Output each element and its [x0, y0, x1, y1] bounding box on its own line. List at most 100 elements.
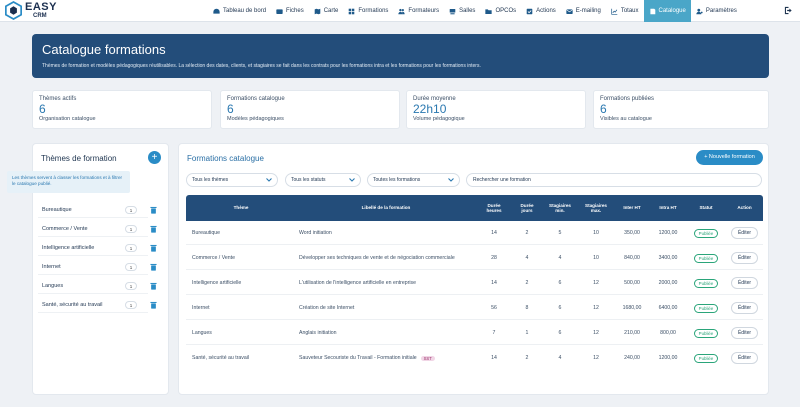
- theme-filter-select[interactable]: Tous les thèmes: [186, 173, 278, 187]
- theme-item[interactable]: Intelligence artificielle 1: [38, 241, 148, 256]
- cell-theme: Commerce / Vente: [192, 255, 235, 261]
- kpi-sub: Volume pédagogique: [413, 116, 465, 122]
- edit-button[interactable]: Éditer: [730, 302, 759, 314]
- table-row[interactable]: Commerce / Vente Développer ses techniqu…: [186, 246, 763, 270]
- cell-hours: 14: [491, 230, 497, 236]
- edit-button[interactable]: Éditer: [730, 277, 759, 289]
- cell-intra: 6400,00: [658, 305, 678, 311]
- search-input[interactable]: Rechercher une formation: [466, 173, 762, 187]
- page-title: Catalogue formations: [42, 42, 166, 57]
- logout-icon[interactable]: [784, 6, 793, 15]
- nav-salles[interactable]: Salles: [444, 0, 480, 22]
- cell-inter: 350,00: [624, 230, 640, 236]
- select-value: Tous les thèmes: [192, 177, 229, 183]
- theme-count: 1: [125, 282, 137, 290]
- theme-name: Intelligence artificielle: [42, 245, 95, 251]
- table-row[interactable]: Santé, sécurité au travail Sauveteur Sec…: [186, 346, 763, 370]
- brand-logo[interactable]: EASY CRM: [5, 1, 57, 20]
- nav-actions[interactable]: Actions: [521, 0, 561, 22]
- theme-item[interactable]: Commerce / Vente 1: [38, 222, 148, 237]
- cell-min: 6: [558, 280, 562, 286]
- column-header: Durée heures: [486, 202, 502, 214]
- catalogue-panel-title: Formations catalogue: [187, 154, 264, 163]
- nav-totaux[interactable]: Totaux: [606, 0, 644, 22]
- cell-inter: 1680,00: [622, 305, 642, 311]
- add-theme-button[interactable]: +: [148, 151, 161, 164]
- cell-theme: Langues: [192, 330, 212, 336]
- nav-label: Totaux: [620, 8, 639, 14]
- nav-label: Salles: [459, 8, 476, 14]
- kpi-card-themes-actifs: Thèmes actifs 6 Organisation catalogue: [32, 90, 212, 129]
- cell-days: 1: [525, 330, 529, 336]
- new-formation-button[interactable]: + Nouvelle formation: [696, 150, 763, 165]
- nav-fiches[interactable]: Fiches: [271, 0, 309, 22]
- status-filter-select[interactable]: Tous les statuts: [285, 173, 361, 187]
- trash-icon[interactable]: [150, 206, 157, 214]
- theme-item[interactable]: Santé, sécurité au travail 1: [38, 298, 148, 313]
- cell-action: Éditer: [726, 296, 763, 320]
- trash-icon[interactable]: [150, 282, 157, 290]
- trash-icon[interactable]: [150, 301, 157, 309]
- theme-name: Commerce / Vente: [42, 226, 88, 232]
- kpi-card-formations-catalogue: Formations catalogue 6 Modèles pédagogiq…: [220, 90, 400, 129]
- cell-status: Publiée: [686, 321, 726, 345]
- trash-icon[interactable]: [150, 225, 157, 233]
- theme-name: Santé, sécurité au travail: [42, 302, 103, 308]
- nav-carte[interactable]: Carte: [309, 0, 344, 22]
- nav-e-mailing[interactable]: E-mailing: [561, 0, 606, 22]
- nav-tableau-de-bord[interactable]: Tableau de bord: [208, 0, 271, 22]
- nav-parametres[interactable]: Paramètres: [691, 0, 742, 22]
- cell-theme: Bureautique: [192, 230, 220, 236]
- cell-days: 4: [525, 255, 529, 261]
- cell-intra: 2000,00: [658, 280, 678, 286]
- theme-count: 1: [125, 206, 137, 214]
- theme-item[interactable]: Internet 1: [38, 260, 148, 275]
- cell-inter: 240,00: [624, 355, 640, 361]
- column-header: Stagiaires min.: [549, 202, 571, 214]
- nav-formations[interactable]: Formations: [343, 0, 393, 22]
- table-row[interactable]: Internet Création de site Internet 56 8 …: [186, 296, 763, 320]
- edit-button[interactable]: Éditer: [730, 327, 759, 339]
- kpi-card-formations-publiees: Formations publiées 6 Visibles au catalo…: [593, 90, 769, 129]
- nav-label: Fiches: [286, 8, 304, 14]
- nav-opcos[interactable]: OPCOs: [480, 0, 521, 22]
- cell-action: Éditer: [726, 321, 763, 345]
- table-row[interactable]: Intelligence artificielle L'utilisation …: [186, 271, 763, 295]
- edit-button[interactable]: Éditer: [730, 227, 759, 239]
- nav-label: Formations: [358, 8, 389, 14]
- cell-intra: 3400,00: [658, 255, 678, 261]
- theme-count: 1: [125, 301, 137, 309]
- cell-inter: 210,00: [624, 330, 640, 336]
- theme-item[interactable]: Langues 1: [38, 279, 148, 294]
- kpi-sub: Modèles pédagogiques: [227, 116, 284, 122]
- id-card-icon: [276, 8, 283, 14]
- nav-label: Actions: [536, 8, 556, 14]
- nav-catalogue[interactable]: Catalogue: [643, 0, 691, 22]
- check-square-icon: [526, 8, 533, 14]
- cell-theme: Internet: [192, 305, 210, 311]
- brand-sub: CRM: [33, 13, 47, 19]
- table-row[interactable]: Bureautique Word initiation 14 2 5 10 35…: [186, 221, 763, 245]
- top-navbar: EASY CRM Tableau de bord Fiches Carte Fo…: [0, 0, 800, 22]
- status-badge: Publiée: [693, 253, 719, 263]
- user-gear-icon: [696, 8, 703, 14]
- nav-formateurs[interactable]: Formateurs: [393, 0, 444, 22]
- cell-days: 8: [525, 305, 529, 311]
- edit-button[interactable]: Éditer: [730, 352, 759, 364]
- kpi-value: 6: [227, 102, 234, 116]
- cell-min: 4: [558, 255, 562, 261]
- status-badge: Publiée: [693, 228, 719, 238]
- cell-status: Publiée: [686, 246, 726, 270]
- theme-item[interactable]: Bureautique 1: [38, 203, 148, 218]
- status-badge: Publiée: [693, 303, 719, 313]
- cell-hours: 7: [492, 330, 496, 336]
- kpi-sub: Organisation catalogue: [39, 116, 96, 122]
- table-row[interactable]: Langues Anglais initiation 7 1 6 12 210,…: [186, 321, 763, 345]
- trash-icon[interactable]: [150, 263, 157, 271]
- formation-filter-select[interactable]: Toutes les formations: [367, 173, 460, 187]
- status-badge: Publiée: [693, 353, 719, 363]
- trash-icon[interactable]: [150, 244, 157, 252]
- cell-hours: 56: [491, 305, 497, 311]
- edit-button[interactable]: Éditer: [730, 252, 759, 264]
- column-header: Stagiaires max.: [585, 202, 607, 214]
